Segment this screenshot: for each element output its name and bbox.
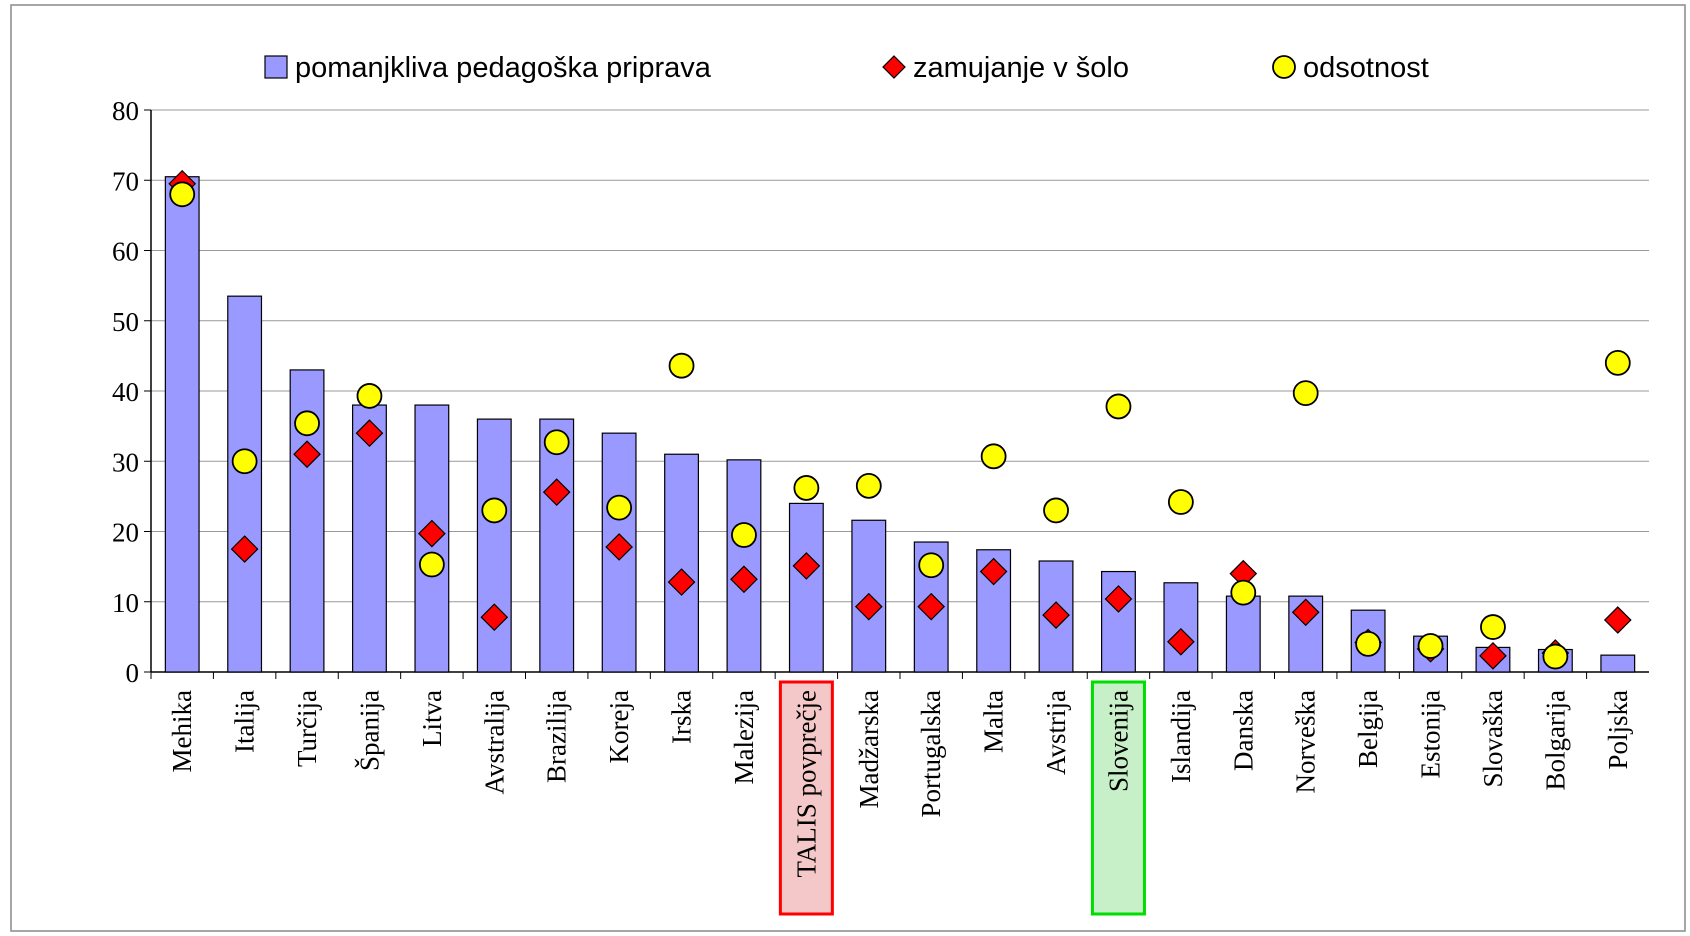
highlight-box	[1090, 680, 1146, 916]
diamond-marker	[542, 478, 571, 507]
x-tick-label: Islandija	[1166, 690, 1196, 783]
y-tick-label: 20	[112, 518, 139, 548]
legend-swatch	[882, 55, 906, 79]
diamond-marker	[355, 419, 384, 447]
y-tick-label: 50	[112, 307, 139, 337]
diamond-marker	[1104, 585, 1133, 613]
circle-marker	[1542, 643, 1569, 670]
circle-marker	[1292, 380, 1319, 407]
diamond-marker	[230, 535, 259, 563]
y-tick-label: 40	[112, 377, 139, 407]
diamond-marker	[1291, 598, 1320, 627]
circle-marker	[731, 522, 757, 548]
circle-marker	[169, 181, 196, 208]
circle-marker	[418, 551, 445, 578]
circle-marker	[356, 383, 383, 409]
circle-marker	[1167, 489, 1194, 515]
circle-marker	[606, 494, 633, 521]
x-tick-label: Norveška	[1291, 690, 1321, 793]
y-tick-label: 0	[126, 658, 140, 688]
bar	[1600, 654, 1636, 673]
x-tick-label: Španija	[354, 690, 384, 771]
bar	[788, 502, 824, 673]
bar	[1163, 582, 1199, 673]
diamond-marker	[1167, 627, 1195, 656]
x-tick-label: Avstralija	[479, 690, 509, 794]
circle-marker	[668, 352, 695, 379]
diamond-marker	[854, 592, 883, 621]
diamond-marker	[418, 519, 446, 548]
legend-swatch	[264, 55, 288, 79]
x-tick-label: Malta	[979, 690, 1009, 753]
diamond-marker	[605, 533, 633, 561]
legend-label: odsotnost	[1303, 52, 1429, 84]
circle-marker	[1604, 349, 1631, 376]
circle-marker	[793, 475, 820, 501]
x-tick-label: Italija	[230, 690, 260, 753]
circle-marker	[1043, 497, 1069, 524]
diamond-marker	[730, 565, 758, 594]
x-tick-label: Bolgarija	[1540, 690, 1570, 790]
circle-marker	[918, 552, 945, 579]
legend-swatch	[1272, 55, 1296, 79]
x-tick-label: Brazilija	[542, 690, 572, 783]
bar	[164, 176, 200, 673]
x-tick-label: Madžarska	[854, 690, 884, 808]
bar	[352, 404, 387, 673]
chart-frame	[10, 4, 1686, 932]
bar	[539, 418, 575, 673]
circle-marker	[481, 497, 508, 524]
x-tick-label: Avstrija	[1041, 690, 1071, 775]
diamond-marker	[979, 557, 1008, 586]
x-tick-label: Koreja	[604, 690, 634, 763]
x-tick-label: Mehika	[167, 690, 197, 772]
x-tick-label: Slovaška	[1478, 690, 1508, 788]
y-tick-label: 30	[112, 447, 139, 477]
y-tick-label: 10	[112, 588, 139, 618]
diamond-marker	[293, 440, 321, 469]
x-tick-label: Belgija	[1353, 690, 1383, 768]
x-tick-label: Slovenija	[1103, 690, 1133, 792]
circle-marker	[1480, 614, 1506, 640]
legend-label: zamujanje v šolo	[913, 52, 1129, 84]
diamond-marker	[1603, 606, 1632, 634]
circle-marker	[1230, 579, 1257, 606]
x-tick-label: Danska	[1228, 690, 1258, 771]
highlight-box	[778, 680, 834, 916]
x-tick-label: Poljska	[1603, 690, 1633, 770]
circle-marker	[294, 410, 320, 437]
diamond-marker	[1042, 601, 1070, 629]
diamond-marker	[917, 592, 946, 621]
x-tick-label: TALIS povprečje	[791, 690, 821, 878]
circle-marker	[231, 448, 258, 475]
circle-marker	[980, 443, 1007, 470]
diamond-marker	[480, 603, 509, 632]
circle-marker	[1105, 393, 1132, 420]
bar	[664, 453, 699, 673]
x-tick-label: Malezija	[729, 690, 759, 784]
x-tick-label: Turčija	[292, 690, 322, 767]
diamond-marker	[792, 552, 821, 580]
x-tick-label: Irska	[667, 690, 697, 744]
x-tick-label: Litva	[417, 690, 447, 747]
legend-label: pomanjkliva pedagoška priprava	[295, 52, 712, 84]
x-tick-label: Portugalska	[916, 690, 946, 818]
bar	[1225, 595, 1261, 673]
circle-marker	[1355, 631, 1382, 657]
bar	[227, 295, 263, 673]
diamond-marker	[1479, 641, 1507, 670]
y-tick-label: 60	[112, 237, 139, 267]
x-tick-label: Estonija	[1416, 690, 1446, 779]
circle-marker	[543, 429, 570, 456]
circle-marker	[1417, 633, 1444, 659]
y-tick-label: 70	[112, 166, 139, 196]
bar	[476, 418, 512, 673]
circle-marker	[855, 472, 882, 499]
y-tick-label: 80	[112, 96, 139, 126]
diamond-marker	[667, 568, 696, 596]
